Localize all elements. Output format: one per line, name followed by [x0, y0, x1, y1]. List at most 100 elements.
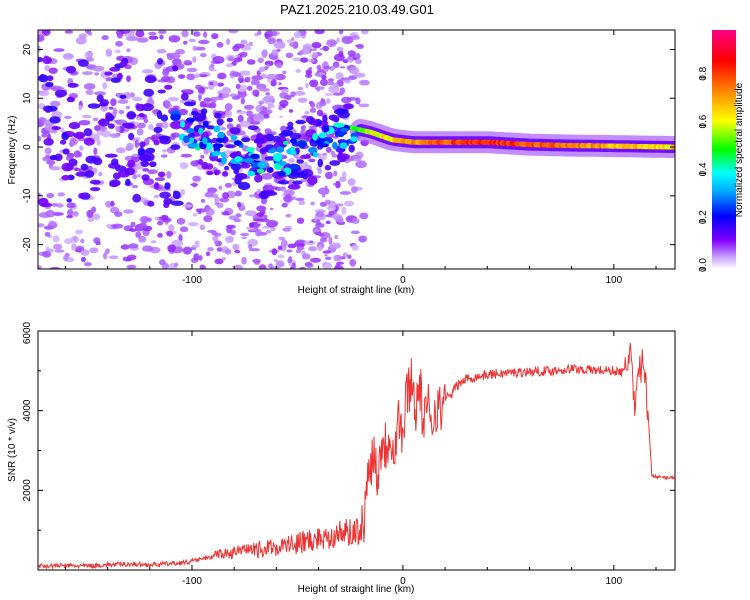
noise-blob: [168, 97, 180, 102]
noise-blob: [281, 202, 288, 208]
noise-blob: [125, 65, 131, 69]
noise-blob: [50, 100, 61, 107]
signal-blob: [198, 158, 204, 165]
noise-blob: [278, 236, 286, 241]
noise-blob: [198, 74, 208, 78]
ridge-blob: [202, 137, 208, 145]
signal-blob: [83, 137, 95, 146]
signal-blob: [264, 156, 276, 161]
noise-blob: [78, 120, 91, 126]
noise-blob: [53, 48, 65, 52]
noise-blob: [213, 232, 222, 237]
noise-blob: [57, 192, 65, 197]
noise-blob: [187, 222, 199, 227]
signal-blob: [322, 114, 328, 123]
noise-blob: [85, 89, 94, 95]
noise-blob: [305, 69, 313, 75]
signal-blob: [237, 181, 251, 191]
noise-blob: [343, 79, 351, 84]
signal-blob: [172, 65, 179, 72]
signal-blob: [125, 178, 131, 186]
noise-blob: [338, 50, 344, 57]
noise-blob: [212, 235, 219, 242]
noise-blob: [139, 216, 150, 223]
noise-blob: [235, 83, 241, 90]
noise-blob: [239, 51, 248, 58]
noise-blob: [221, 127, 226, 131]
signal-blob: [292, 180, 303, 185]
noise-blob: [209, 69, 218, 72]
signal-blob: [333, 116, 340, 123]
ridge-blob: [318, 143, 329, 148]
noise-blob: [161, 121, 169, 129]
noise-blob: [266, 220, 278, 228]
noise-blob: [198, 95, 202, 101]
noise-blob: [131, 96, 143, 102]
noise-blob: [224, 103, 233, 111]
noise-blob: [188, 38, 197, 43]
signal-blob: [61, 174, 71, 181]
signal-blob: [247, 125, 259, 131]
noise-blob: [92, 65, 105, 72]
noise-blob: [192, 56, 197, 63]
noise-blob: [301, 250, 306, 256]
noise-blob: [278, 82, 282, 86]
noise-blob: [319, 237, 328, 243]
noise-blob: [110, 98, 117, 107]
noise-blob: [296, 217, 305, 224]
signal-blob: [300, 154, 311, 160]
signal-blob: [45, 108, 51, 113]
noise-blob: [193, 213, 198, 217]
noise-blob: [44, 147, 52, 155]
noise-blob: [168, 224, 175, 231]
noise-blob: [308, 58, 316, 63]
noise-blob: [198, 255, 203, 261]
noise-blob: [333, 82, 339, 89]
noise-blob: [249, 228, 256, 231]
noise-blob: [142, 69, 154, 74]
signal-blob: [49, 116, 61, 124]
noise-blob: [332, 61, 340, 68]
noise-blob: [309, 79, 319, 88]
signal-blob: [157, 89, 166, 94]
x-tick-label: 100: [605, 576, 622, 587]
signal-blob: [183, 101, 196, 107]
noise-blob: [105, 248, 110, 254]
noise-blob: [267, 37, 277, 45]
ridge-blob: [312, 133, 318, 141]
noise-blob: [201, 198, 205, 203]
signal-blob: [235, 172, 248, 180]
noise-blob: [162, 149, 167, 153]
noise-blob: [203, 97, 212, 103]
ridge-blob: [290, 149, 297, 156]
signal-blob: [140, 160, 150, 167]
noise-blob: [295, 197, 305, 201]
noise-blob: [135, 30, 145, 38]
noise-blob: [169, 52, 181, 60]
noise-blob: [232, 45, 240, 52]
noise-blob: [359, 212, 369, 220]
signal-blob: [149, 161, 157, 168]
noise-blob: [333, 254, 342, 262]
colorbar-ticks: 0.0 0.2 0.4 0.6 0.8: [698, 66, 709, 272]
colorbar-tick-label: 0.4: [698, 162, 709, 176]
noise-blob: [318, 233, 325, 237]
noise-blob: [324, 254, 328, 257]
signal-blob: [216, 118, 224, 126]
noise-blob: [265, 229, 272, 234]
noise-blob: [154, 177, 166, 182]
noise-blob: [233, 218, 241, 223]
noise-blob: [184, 62, 193, 66]
colorbar-tick-label: 0.2: [698, 210, 709, 224]
noise-blob: [161, 75, 171, 82]
signal-blob: [108, 123, 115, 129]
noise-blob: [257, 57, 264, 64]
noise-blob: [259, 103, 263, 106]
y-tick-label: -20: [22, 237, 33, 252]
noise-blob: [299, 266, 307, 269]
colorbar-tick-label: 0.8: [698, 66, 709, 80]
noise-blob: [273, 41, 286, 49]
noise-blob: [305, 82, 309, 89]
noise-blob: [123, 209, 134, 214]
